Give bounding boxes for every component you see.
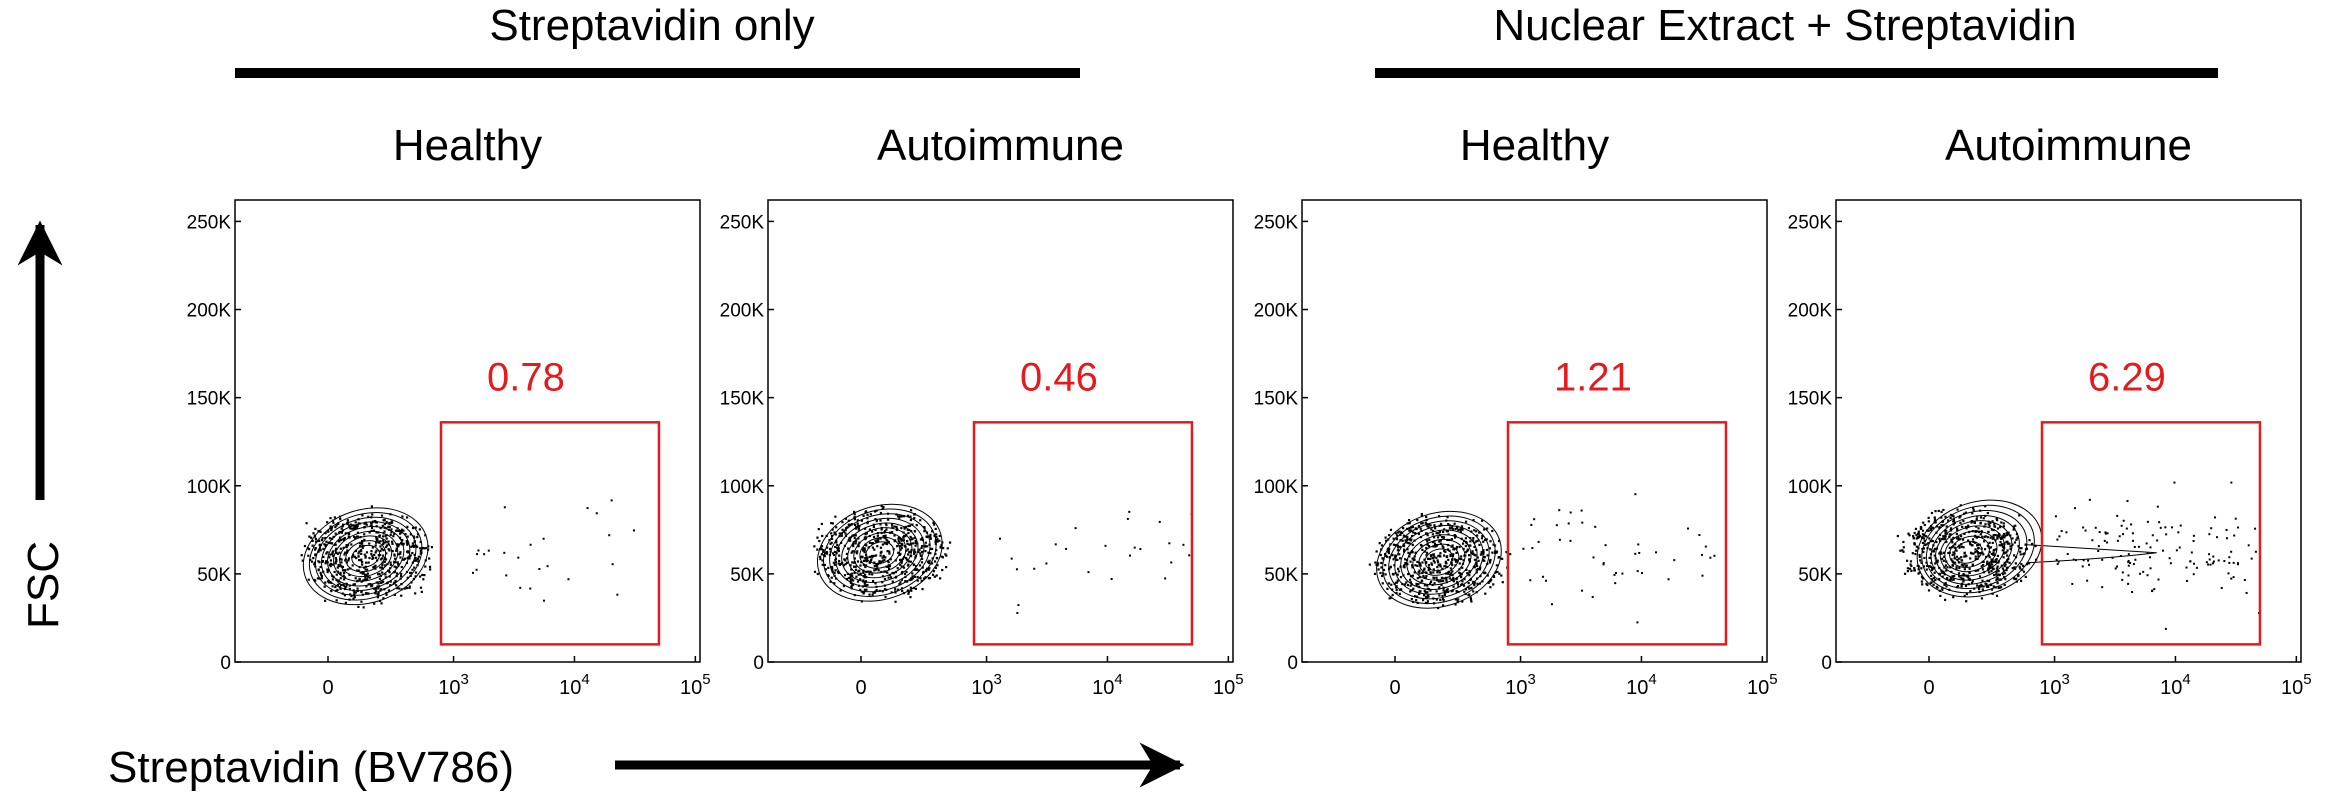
gate-percentage: 0.78 xyxy=(487,355,565,399)
y-tick-label: 200K xyxy=(720,301,765,322)
x-tick-label: 105 xyxy=(1747,671,1778,699)
x-tick-label: 105 xyxy=(680,671,711,699)
density-contours xyxy=(1916,499,2157,598)
y-tick-label: 200K xyxy=(187,301,232,322)
gate-percentage: 1.21 xyxy=(1554,355,1632,399)
plot-frame xyxy=(767,199,1234,663)
x-axis-label: Streptavidin (BV786) xyxy=(108,743,514,792)
group-label-nuclear-extract: Nuclear Extract + Streptavidin xyxy=(1493,1,2076,50)
flow-panel-3: Healthy 0 50K 100K 150K 200K 250K 0 103 104 105 1.2… xyxy=(1254,121,1778,699)
flow-panel-1: Healthy 0 50K 100K 150K 200K 250K 0 103 104 105 0.7… xyxy=(187,121,711,699)
y-tick-label: 100K xyxy=(720,477,765,498)
x-tick-label: 104 xyxy=(1092,671,1123,699)
event-dots xyxy=(300,499,635,609)
y-tick-label: 100K xyxy=(1788,477,1833,498)
x-tick-label: 105 xyxy=(1213,671,1244,699)
event-dots xyxy=(1896,481,2261,630)
y-tick-label: 0 xyxy=(220,653,231,674)
gate-percentage: 6.29 xyxy=(2088,355,2166,399)
y-tick-label: 100K xyxy=(187,477,232,498)
density-contours xyxy=(302,507,429,606)
y-tick-label: 0 xyxy=(1287,653,1298,674)
y-tick-label: 200K xyxy=(1254,301,1299,322)
y-tick-label: 50K xyxy=(730,565,764,586)
x-tick-label: 104 xyxy=(559,671,590,699)
x-tick-label: 103 xyxy=(1505,671,1536,699)
x-tick-label: 0 xyxy=(1923,677,1934,699)
gate-percentage: 0.46 xyxy=(1020,355,1098,399)
panel-title: Healthy xyxy=(393,121,542,170)
y-tick-label: 50K xyxy=(197,565,231,586)
y-tick-label: 0 xyxy=(753,653,764,674)
x-tick-label: 0 xyxy=(322,677,333,699)
panel-title: Autoimmune xyxy=(877,121,1124,170)
x-tick-label: 103 xyxy=(971,671,1002,699)
x-tick-label: 0 xyxy=(855,677,866,699)
y-tick-label: 250K xyxy=(187,212,232,233)
event-dots xyxy=(1368,493,1716,624)
y-tick-label: 150K xyxy=(1254,389,1299,410)
density-contours xyxy=(816,503,943,602)
flow-panel-2: Autoimmune 0 50K 100K 150K 200K 250K 0 103 104 105… xyxy=(720,121,1244,699)
x-tick-label: 104 xyxy=(1626,671,1657,699)
panel-title: Autoimmune xyxy=(1945,121,2192,170)
x-tick-label: 105 xyxy=(2281,671,2312,699)
plot-frame xyxy=(1835,199,2302,663)
y-tick-label: 250K xyxy=(720,212,765,233)
x-tick-label: 0 xyxy=(1389,677,1400,699)
y-tick-label: 0 xyxy=(1821,653,1832,674)
x-tick-label: 103 xyxy=(438,671,469,699)
y-tick-label: 150K xyxy=(720,389,765,410)
flow-panel-4: Autoimmune 0 50K 100K 150K 200K 250K 0 103 104 105… xyxy=(1788,121,2312,699)
density-contours xyxy=(1376,510,1502,609)
group-label-streptavidin-only: Streptavidin only xyxy=(489,1,814,50)
x-tick-label: 103 xyxy=(2039,671,2070,699)
plot-frame xyxy=(234,199,701,663)
gate-rectangle xyxy=(2040,421,2262,646)
y-tick-label: 250K xyxy=(1254,212,1299,233)
y-tick-label: 50K xyxy=(1798,565,1832,586)
y-tick-label: 150K xyxy=(1788,389,1833,410)
y-tick-label: 200K xyxy=(1788,301,1833,322)
y-tick-label: 150K xyxy=(187,389,232,410)
gate-rectangle xyxy=(972,421,1194,646)
gate-rectangle xyxy=(1506,421,1728,646)
plot-frame xyxy=(1301,199,1768,663)
gate-rectangle xyxy=(439,421,661,646)
x-tick-label: 104 xyxy=(2160,671,2191,699)
y-axis-label: FSC xyxy=(19,541,68,629)
y-tick-label: 250K xyxy=(1788,212,1833,233)
y-tick-label: 50K xyxy=(1264,565,1298,586)
panel-title: Healthy xyxy=(1460,121,1609,170)
y-tick-label: 100K xyxy=(1254,477,1299,498)
